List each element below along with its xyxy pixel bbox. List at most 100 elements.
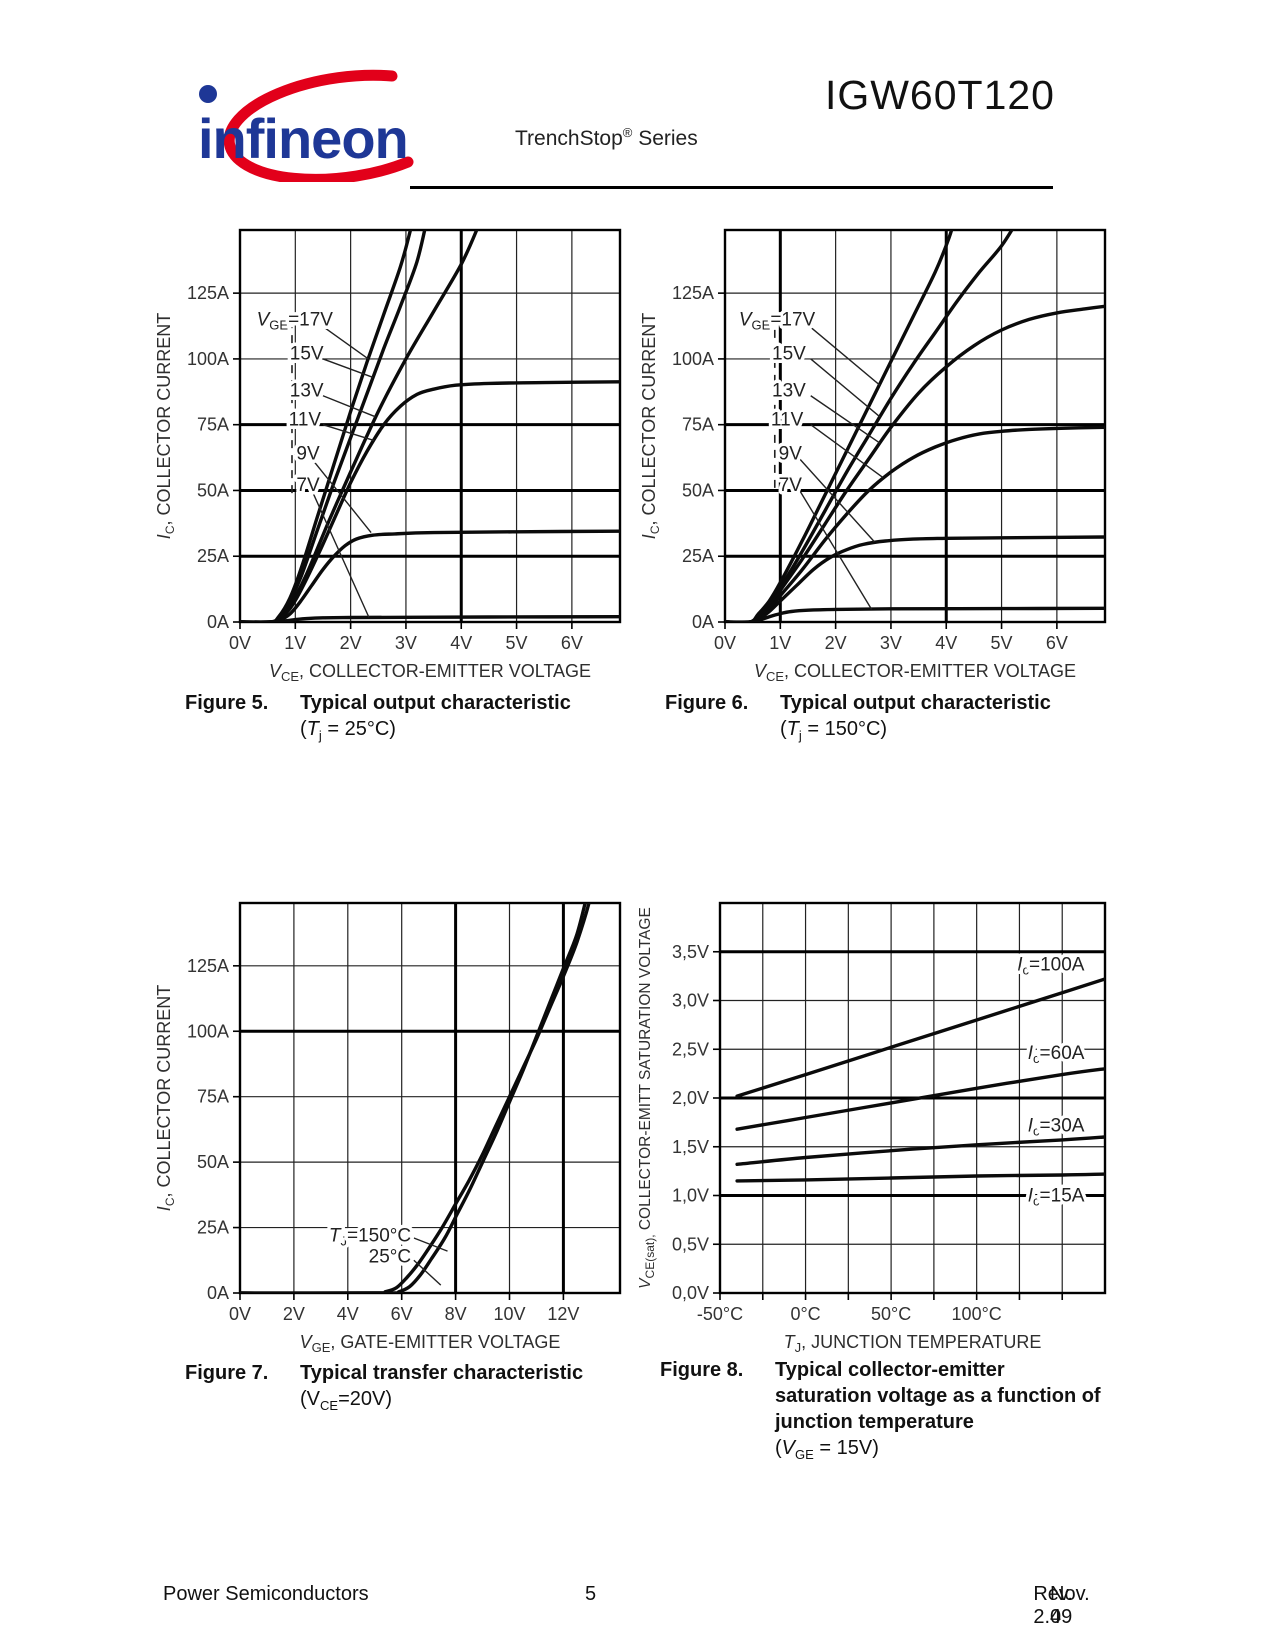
fig8-chart: Ic=100A Ic=60A Ic=30A Ic=15A -50°C 0°C 50°C 100… — [637, 901, 1107, 1355]
figure-label: Figure 5. — [185, 692, 269, 714]
y-tick-label: 2,5V — [672, 1039, 709, 1059]
infineon-logo: infineon — [198, 69, 414, 182]
curve-label: 7V — [779, 475, 803, 496]
curve-label: 7V — [296, 475, 320, 496]
fig7-caption: Figure 7. Typical transfer characteristic… — [185, 1360, 583, 1415]
y-axis-title: IC, COLLECTOR CURRENT — [154, 985, 177, 1211]
curve-tj-25-c — [240, 903, 587, 1293]
figure-condition: (VCE=20V) — [300, 1388, 393, 1413]
fig7-chart: TJ=150°C25°C 0V 2V 4V 6V 8V 10V 12V 0A 25A 50A 75A 1… — [154, 901, 622, 1355]
curve-label: 13V — [290, 380, 324, 401]
x-tick-label: 4V — [450, 633, 472, 653]
y-tick-label: 125A — [187, 283, 229, 303]
y-tick-label: 0,5V — [672, 1234, 709, 1254]
figure-label: Figure 7. — [185, 1362, 269, 1384]
curve-label: Ic=30A — [1028, 1115, 1085, 1138]
x-axis-title: VCE, COLLECTOR-EMITTER VOLTAGE — [269, 661, 591, 684]
curve-vge-7v — [240, 615, 620, 622]
figure-5-output-characteristic-25c: VGE=17V 15V 13V 11V 9V 7V 0V 1V 2V 3V 4V 5V 6V 0A 25A 5… — [140, 222, 638, 691]
fig5-chart: VGE=17V 15V 13V 11V 9V 7V 0V 1V 2V 3V 4V 5V 6V 0A 25A 5… — [154, 228, 622, 684]
x-tick-label: 1V — [769, 633, 791, 653]
figure-condition: (Tj = 150°C) — [780, 718, 888, 743]
part-number: IGW60T120 — [824, 72, 1055, 118]
x-tick-label: 5V — [991, 633, 1013, 653]
footer-revision: Rev. 2.4 Nov. 09 — [1033, 1583, 1089, 1628]
figure-title: Typical output characteristic (Tj = 25°C) — [300, 692, 571, 743]
curve-vge-13v — [240, 230, 479, 622]
y-axis-title: IC, COLLECTOR CURRENT — [154, 313, 177, 539]
x-tick-label: 6V — [391, 1304, 413, 1324]
header-rule — [410, 186, 1053, 189]
x-tick-label: 4V — [337, 1304, 359, 1324]
curve-label: TJ=150°C — [329, 1225, 411, 1248]
x-tick-label: 12V — [547, 1304, 579, 1324]
curve-vge-11v — [725, 425, 1105, 622]
curve-label: 15V — [772, 344, 806, 365]
y-tick-label: 0A — [207, 1283, 229, 1303]
curve-label: 15V — [290, 344, 324, 365]
footer-page-number: 5 — [585, 1583, 597, 1605]
x-tick-label: 2V — [283, 1304, 305, 1324]
figure-title: Typical collector-emitter saturation volt… — [775, 1359, 1101, 1462]
y-tick-label: 100A — [187, 1021, 229, 1041]
footer-left: Power Semiconductors — [163, 1583, 369, 1605]
curve-vge-17v — [725, 230, 954, 622]
curve-label: 13V — [772, 380, 806, 401]
x-axis-title: VCE, COLLECTOR-EMITTER VOLTAGE — [754, 661, 1076, 684]
y-tick-label: 125A — [187, 956, 229, 976]
x-tick-label: 50°C — [871, 1304, 911, 1324]
logo-swoosh — [223, 69, 414, 182]
series-title: TrenchStop® Series — [515, 125, 698, 151]
curve-label: VGE=17V — [257, 309, 334, 332]
x-axis-title: TJ, JUNCTION TEMPERATURE — [784, 1332, 1042, 1355]
figure-title: Typical output characteristic (Tj = 150°C… — [780, 692, 1051, 743]
figure-label: Figure 6. — [665, 692, 749, 714]
curve-vge-11v — [240, 380, 620, 622]
y-tick-label: 1,5V — [672, 1137, 709, 1157]
y-tick-label: 0,0V — [672, 1283, 709, 1303]
y-tick-label: 2,0V — [672, 1088, 709, 1108]
y-tick-label: 3,5V — [672, 942, 709, 962]
y-tick-label: 75A — [197, 1087, 229, 1107]
y-axis-title: IC, COLLECTOR CURRENT — [639, 313, 662, 539]
x-tick-label: -50°C — [697, 1304, 743, 1324]
curve-label: 11V — [289, 409, 322, 430]
x-tick-label: 5V — [506, 633, 528, 653]
x-tick-label: 2V — [825, 633, 847, 653]
curve-vge-15v — [725, 230, 1014, 622]
y-tick-label: 100A — [187, 349, 229, 369]
curve-vge-9v — [725, 535, 1105, 622]
fig5-caption: Figure 5. Typical output characteristic (T… — [185, 690, 571, 745]
curve-label: 9V — [779, 444, 803, 465]
curve-vge-7v — [725, 606, 1105, 622]
y-tick-label: 25A — [197, 1218, 229, 1238]
curve-ic-100a — [735, 977, 1105, 1098]
fig8-caption: Figure 8. Typical collector-emitter satura… — [660, 1357, 1101, 1464]
figure-6-output-characteristic-150c: VGE=17V 15V 13V 11V 9V 7V 0V 1V 2V 3V 4V 5V 6V 0A 25A 5… — [625, 222, 1123, 691]
x-tick-label: 0V — [229, 1304, 251, 1324]
fig6-caption: Figure 6. Typical output characteristic (T… — [665, 690, 1051, 745]
y-axis-title: VCE(sat), COLLECTOR-EMITT SATURATION VOL… — [637, 907, 657, 1289]
y-tick-label: 3,0V — [672, 991, 709, 1011]
x-tick-label: 8V — [445, 1304, 467, 1324]
figure-label: Figure 8. — [660, 1359, 744, 1381]
x-tick-label: 6V — [1046, 633, 1068, 653]
figure-title: Typical transfer characteristic (VCE=20V) — [300, 1362, 584, 1413]
y-tick-label: 0A — [207, 612, 229, 632]
x-tick-label: 3V — [880, 633, 902, 653]
x-tick-label: 2V — [340, 633, 362, 653]
curve-ic-30a — [735, 1135, 1105, 1166]
y-tick-label: 0A — [692, 612, 714, 632]
curve-label: 25°C — [369, 1246, 411, 1267]
x-tick-label: 1V — [284, 633, 306, 653]
x-tick-label: 3V — [395, 633, 417, 653]
x-tick-label: 100°C — [952, 1304, 1002, 1324]
x-tick-label: 0V — [229, 633, 251, 653]
series-suffix: Series — [632, 127, 698, 150]
x-tick-label: 4V — [935, 633, 957, 653]
y-tick-label: 25A — [197, 546, 229, 566]
curve-label: 11V — [771, 409, 804, 430]
y-tick-label: 100A — [672, 349, 714, 369]
curve-label: 9V — [296, 444, 320, 465]
